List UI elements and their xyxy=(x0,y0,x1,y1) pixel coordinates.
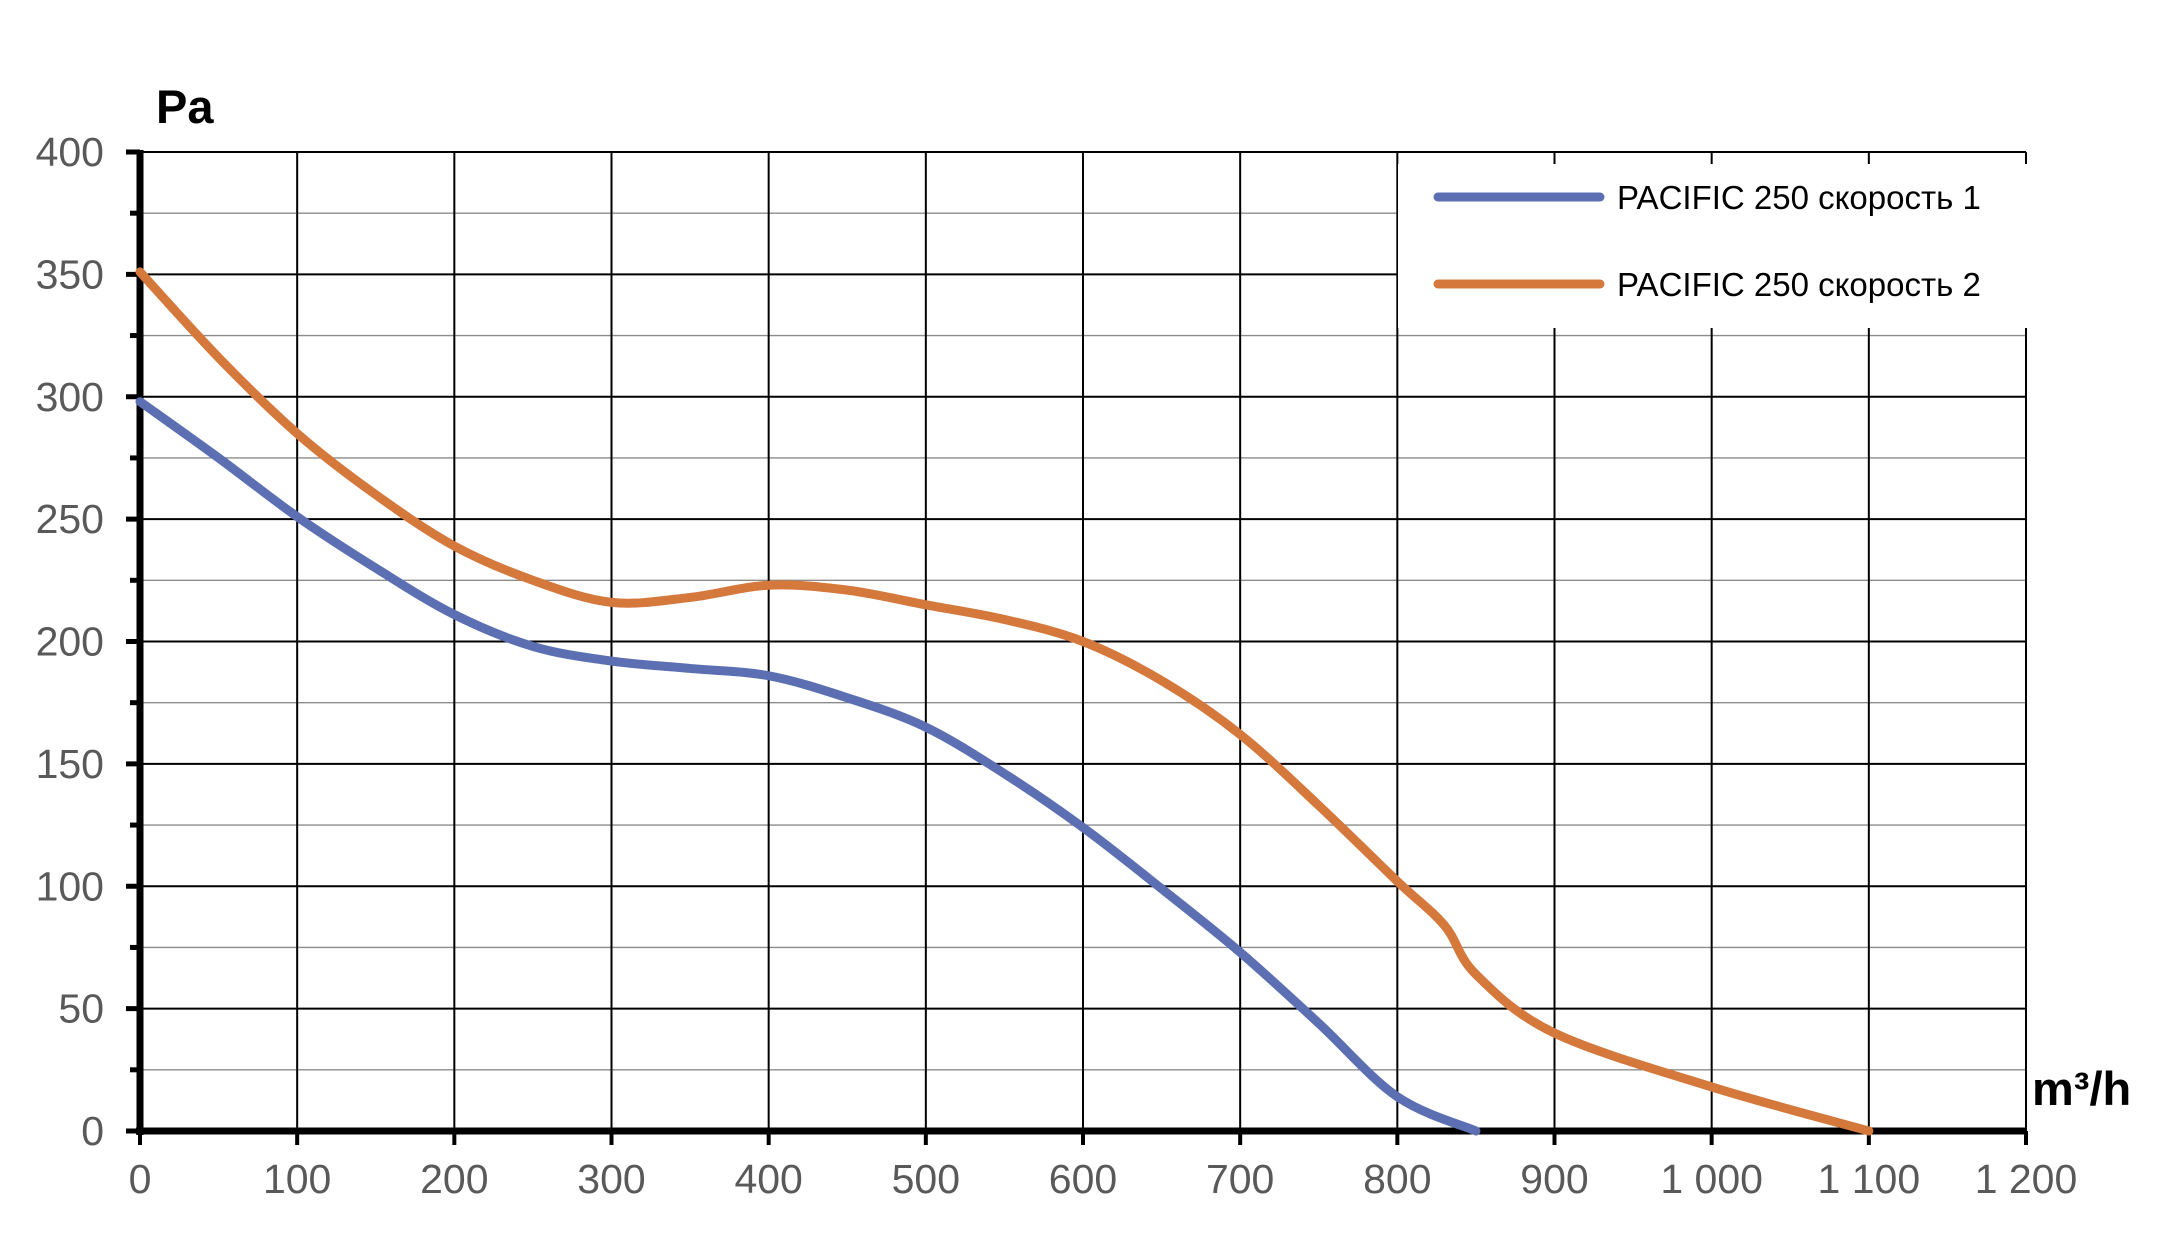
series-line-speed-2 xyxy=(135,267,1874,1136)
tick-labels: 0 50 100 150 200 250 300 350 400 0 100 200 300 400 500… xyxy=(36,129,2078,1202)
y-tick-label: 150 xyxy=(36,741,104,787)
gridlines xyxy=(140,151,2027,1131)
legend-background xyxy=(1398,164,2033,328)
x-tick-label: 200 xyxy=(420,1156,488,1202)
x-tick-label: 500 xyxy=(892,1156,960,1202)
x-tick-label: 700 xyxy=(1206,1156,1274,1202)
y-tick-label: 200 xyxy=(36,619,104,665)
y-tick-label: 350 xyxy=(36,251,104,297)
y-tick-label: 0 xyxy=(81,1108,104,1154)
x-tick-label: 1 000 xyxy=(1660,1156,1763,1202)
x-tick-label: 600 xyxy=(1049,1156,1117,1202)
y-tick-label: 250 xyxy=(36,496,104,542)
legend: PACIFIC 250 скорость 1 PACIFIC 250 скоро… xyxy=(1398,164,2033,328)
y-axis-unit-label: Pa xyxy=(156,80,214,133)
series-lines xyxy=(135,267,1874,1136)
y-tick-label: 300 xyxy=(36,374,104,420)
x-tick-label: 0 xyxy=(129,1156,152,1202)
y-tick-label: 50 xyxy=(58,986,104,1032)
x-tick-label: 1 200 xyxy=(1975,1156,2078,1202)
legend-label-speed-1: PACIFIC 250 скорость 1 xyxy=(1617,179,1981,216)
y-tick-label: 100 xyxy=(36,863,104,909)
x-tick-label: 1 100 xyxy=(1818,1156,1921,1202)
x-tick-label: 300 xyxy=(577,1156,645,1202)
x-tick-label: 100 xyxy=(263,1156,331,1202)
x-axis-unit-label: m³/h xyxy=(2032,1062,2131,1115)
legend-label-speed-2: PACIFIC 250 скорость 2 xyxy=(1617,266,1981,303)
x-tick-label: 800 xyxy=(1363,1156,1431,1202)
x-tick-label: 400 xyxy=(734,1156,802,1202)
y-tick-label: 400 xyxy=(36,129,104,175)
x-tick-label: 900 xyxy=(1520,1156,1588,1202)
axes xyxy=(126,149,2028,1145)
series-line-speed-1 xyxy=(135,397,1481,1136)
